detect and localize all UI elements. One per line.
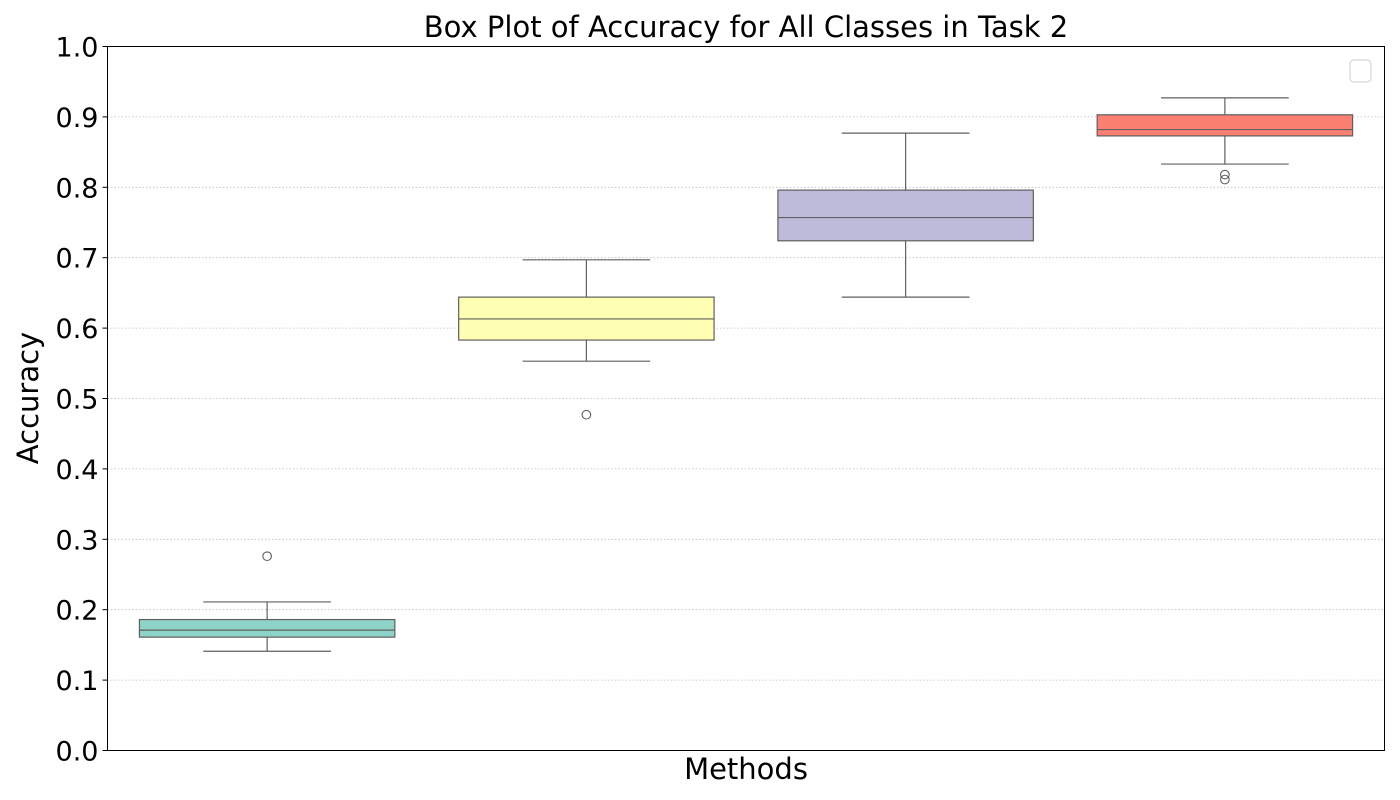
box-group (458, 259, 715, 420)
y-tick-label: 0.6 (56, 314, 99, 345)
y-tick-label: 0.5 (56, 385, 99, 416)
gridlines (107, 46, 1385, 751)
box-group (1096, 97, 1354, 185)
y-axis-label: Accuracy (11, 332, 45, 464)
outlier-point (581, 409, 592, 420)
outlier-point (1220, 174, 1230, 185)
y-tick-label: 0.3 (56, 525, 99, 556)
y-tick-label: 0.8 (56, 173, 99, 204)
chart-title: Box Plot of Accuracy for All Classes in … (424, 10, 1068, 44)
iqr-box (777, 189, 1034, 242)
y-tick-label: 1.0 (56, 33, 99, 64)
iqr-box (138, 618, 396, 638)
box-group (138, 551, 396, 652)
legend-box (1349, 59, 1372, 83)
y-tick-label: 0.4 (56, 455, 99, 486)
y-tick-label: 0.0 (56, 737, 99, 768)
boxes (138, 97, 1354, 652)
outlier-point (262, 551, 272, 562)
box-group (777, 132, 1034, 298)
y-tick-label: 0.9 (56, 103, 99, 134)
y-axis-ticks: 0.0 0.1 0.2 0.3 0.4 0.5 0.6 0.7 0.8 0.9 1.0 (56, 33, 108, 768)
x-axis-label: Methods (684, 752, 808, 786)
y-tick-label: 0.2 (56, 596, 99, 627)
iqr-box (1096, 114, 1354, 137)
y-tick-label: 0.1 (56, 666, 99, 697)
y-tick-label: 0.7 (56, 244, 99, 275)
outlier-point (1220, 169, 1230, 180)
